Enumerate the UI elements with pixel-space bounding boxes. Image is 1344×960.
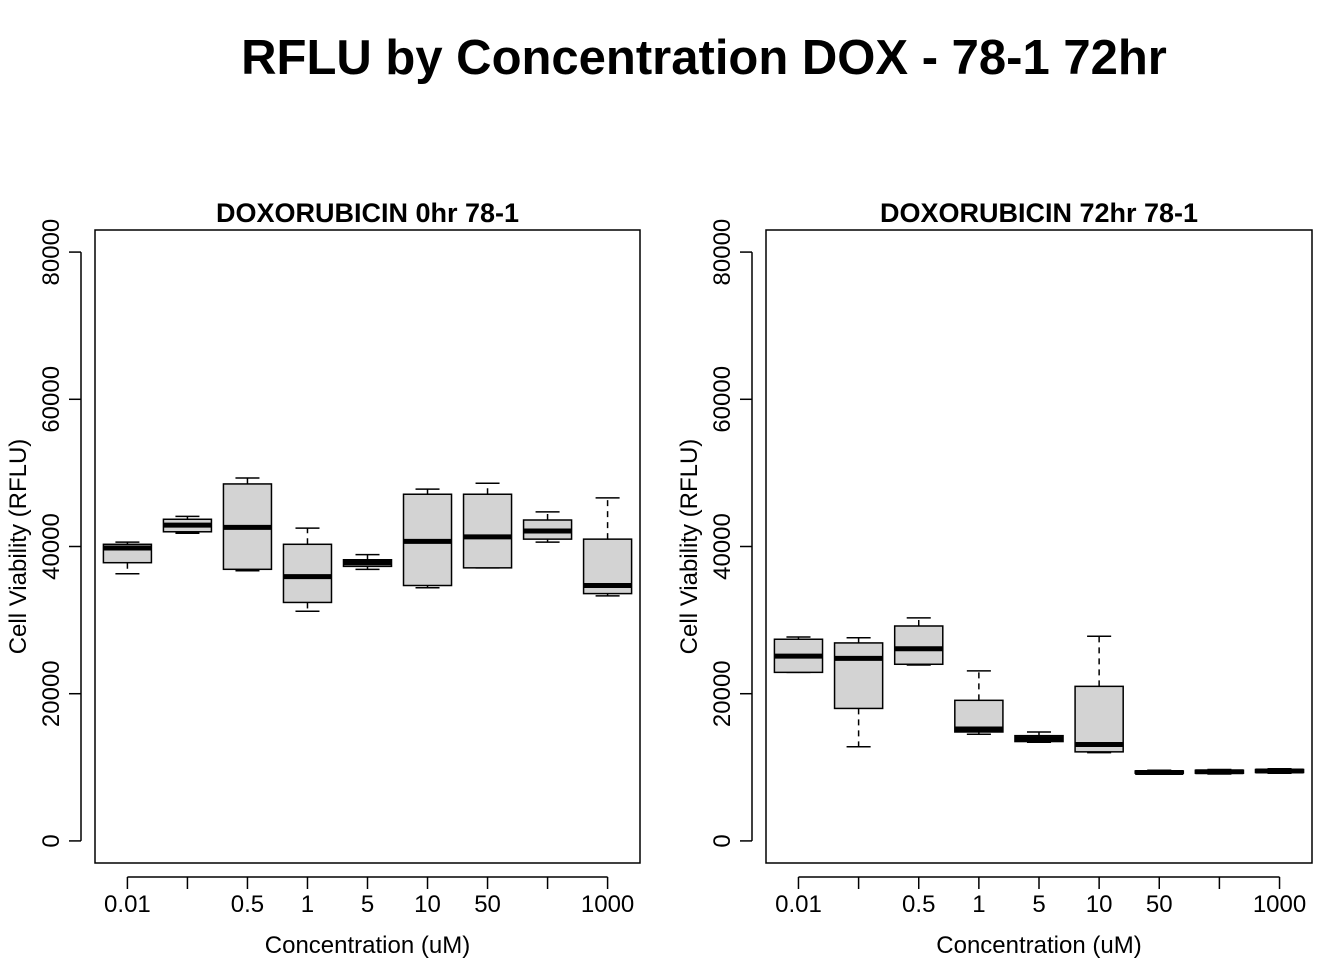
- box-0.1: [833, 637, 884, 748]
- y-tick-label: 40000: [38, 513, 65, 580]
- box-50: [462, 482, 513, 569]
- box-0.5: [222, 477, 273, 572]
- plot-frame: [94, 229, 641, 864]
- box-1000: [1254, 768, 1305, 774]
- x-axis-label: Concentration (uM): [265, 932, 470, 959]
- x-tick-label: 5: [1032, 891, 1045, 918]
- panel-title: DOXORUBICIN 72hr 78-1: [880, 198, 1198, 228]
- box-5: [342, 553, 393, 571]
- y-tick-label: 40000: [709, 513, 736, 580]
- y-tick-label: 0: [709, 834, 736, 847]
- x-tick-label: 0.5: [902, 891, 935, 918]
- x-tick-label: 1000: [1253, 891, 1306, 918]
- y-axis-label: Cell Viability (RFLU): [5, 439, 32, 655]
- y-tick-label: 80000: [38, 219, 65, 286]
- box-10: [1074, 635, 1124, 754]
- plot-frame: [765, 229, 1313, 864]
- figure-title: RFLU by Concentration DOX - 78-1 72hr: [241, 31, 1167, 85]
- box-5: [1014, 731, 1064, 744]
- panel-title: DOXORUBICIN 0hr 78-1: [216, 198, 519, 228]
- box-0.1: [162, 515, 213, 535]
- iqr-box: [1074, 685, 1124, 753]
- x-tick-label: 0.01: [104, 891, 151, 918]
- y-tick-label: 20000: [709, 660, 736, 727]
- x-tick-label: 5: [361, 891, 374, 918]
- x-tick-label: 0.5: [231, 891, 264, 918]
- iqr-box: [893, 625, 944, 666]
- panel-1: DOXORUBICIN 0hr 78-1 0 20000 40000 60000 8000…: [5, 198, 641, 959]
- box-1000: [582, 497, 633, 597]
- box-50: [1134, 769, 1185, 775]
- y-tick-label: 20000: [38, 660, 65, 727]
- x-tick-label: 10: [1086, 891, 1113, 918]
- y-tick-label: 60000: [38, 366, 65, 433]
- box-10: [402, 488, 453, 589]
- x-tick-label: 1: [301, 891, 314, 918]
- box-0.01: [102, 541, 153, 575]
- iqr-box: [462, 493, 513, 569]
- x-tick-label: 10: [414, 891, 441, 918]
- x-tick-label: 1000: [581, 891, 634, 918]
- x-axis-label: Concentration (uM): [936, 932, 1141, 959]
- box-100: [522, 511, 573, 543]
- y-tick-label: 0: [38, 834, 65, 847]
- box-0.5: [893, 617, 944, 666]
- iqr-box: [833, 642, 884, 710]
- panel-2: DOXORUBICIN 72hr 78-1 0 20000 40000 60000 800…: [676, 198, 1313, 959]
- x-tick-label: 0.01: [775, 891, 822, 918]
- x-tick-label: 1: [972, 891, 985, 918]
- y-tick-label: 80000: [709, 219, 736, 286]
- box-0.01: [773, 636, 824, 674]
- x-tick-label: 50: [1146, 891, 1173, 918]
- x-tick-label: 50: [474, 891, 501, 918]
- iqr-box: [282, 543, 333, 604]
- y-axis-label: Cell Viability (RFLU): [676, 439, 703, 655]
- box-100: [1194, 768, 1245, 775]
- box-1: [954, 670, 1004, 735]
- y-tick-label: 60000: [709, 366, 736, 433]
- box-1: [282, 527, 333, 613]
